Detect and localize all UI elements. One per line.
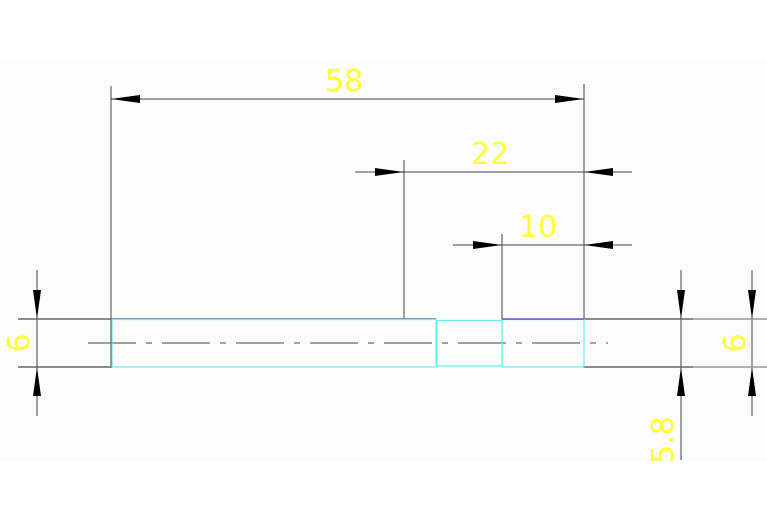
- arrow-icon: [473, 241, 502, 249]
- arrow-icon: [33, 367, 41, 396]
- arrow-icon: [33, 290, 41, 319]
- dim-text-58: 58: [325, 64, 363, 99]
- arrow-icon: [677, 367, 685, 396]
- dim-text-left-6: 6: [2, 333, 37, 352]
- arrow-icon: [555, 95, 584, 103]
- dim-text-10: 10: [519, 210, 557, 245]
- arrow-icon: [748, 367, 756, 396]
- arrow-icon: [677, 290, 685, 319]
- arrow-icon: [584, 168, 613, 176]
- section-left: [111, 318, 437, 368]
- arrow-icon: [748, 290, 756, 319]
- arrow-icon: [584, 241, 613, 249]
- arrow-icon: [111, 95, 140, 103]
- arrow-icon: [375, 168, 404, 176]
- dim-text-22: 22: [471, 137, 509, 172]
- dim-text-5-8: 5.8: [646, 416, 681, 464]
- drawing-area: [0, 62, 767, 462]
- dim-text-right-6: 6: [718, 333, 753, 352]
